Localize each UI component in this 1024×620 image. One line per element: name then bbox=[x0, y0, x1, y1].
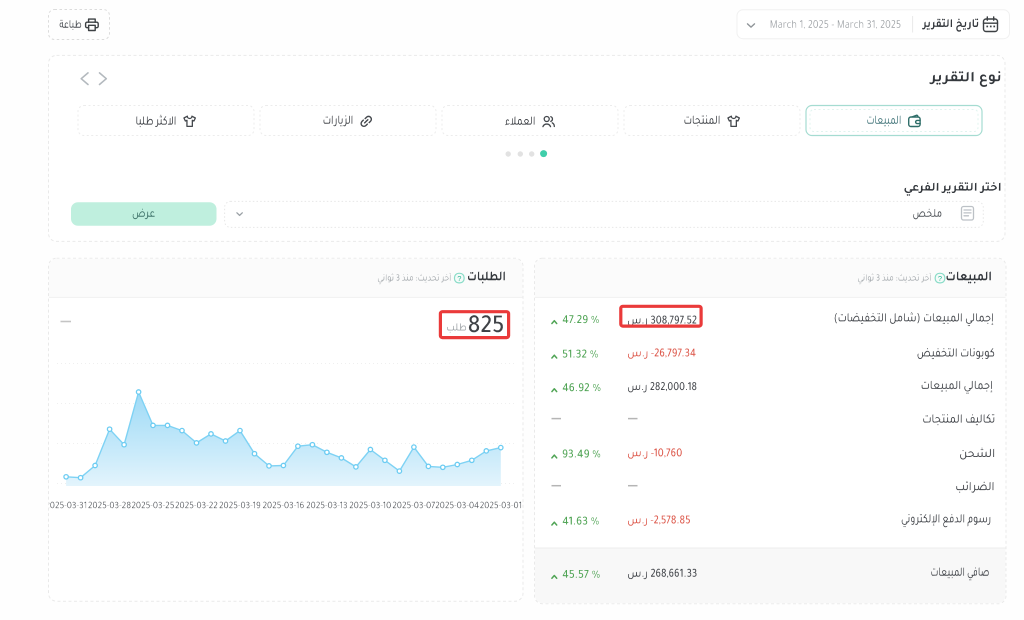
svg-text:?: ? bbox=[938, 274, 942, 283]
svg-text:?: ? bbox=[457, 274, 461, 283]
